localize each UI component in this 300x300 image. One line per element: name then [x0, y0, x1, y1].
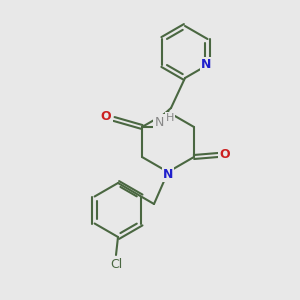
Text: N: N	[163, 167, 173, 181]
Text: H: H	[166, 113, 174, 123]
Text: N: N	[154, 116, 164, 128]
Text: O: O	[220, 148, 230, 161]
Text: Cl: Cl	[110, 257, 122, 271]
Text: N: N	[201, 58, 212, 71]
Text: O: O	[101, 110, 111, 124]
